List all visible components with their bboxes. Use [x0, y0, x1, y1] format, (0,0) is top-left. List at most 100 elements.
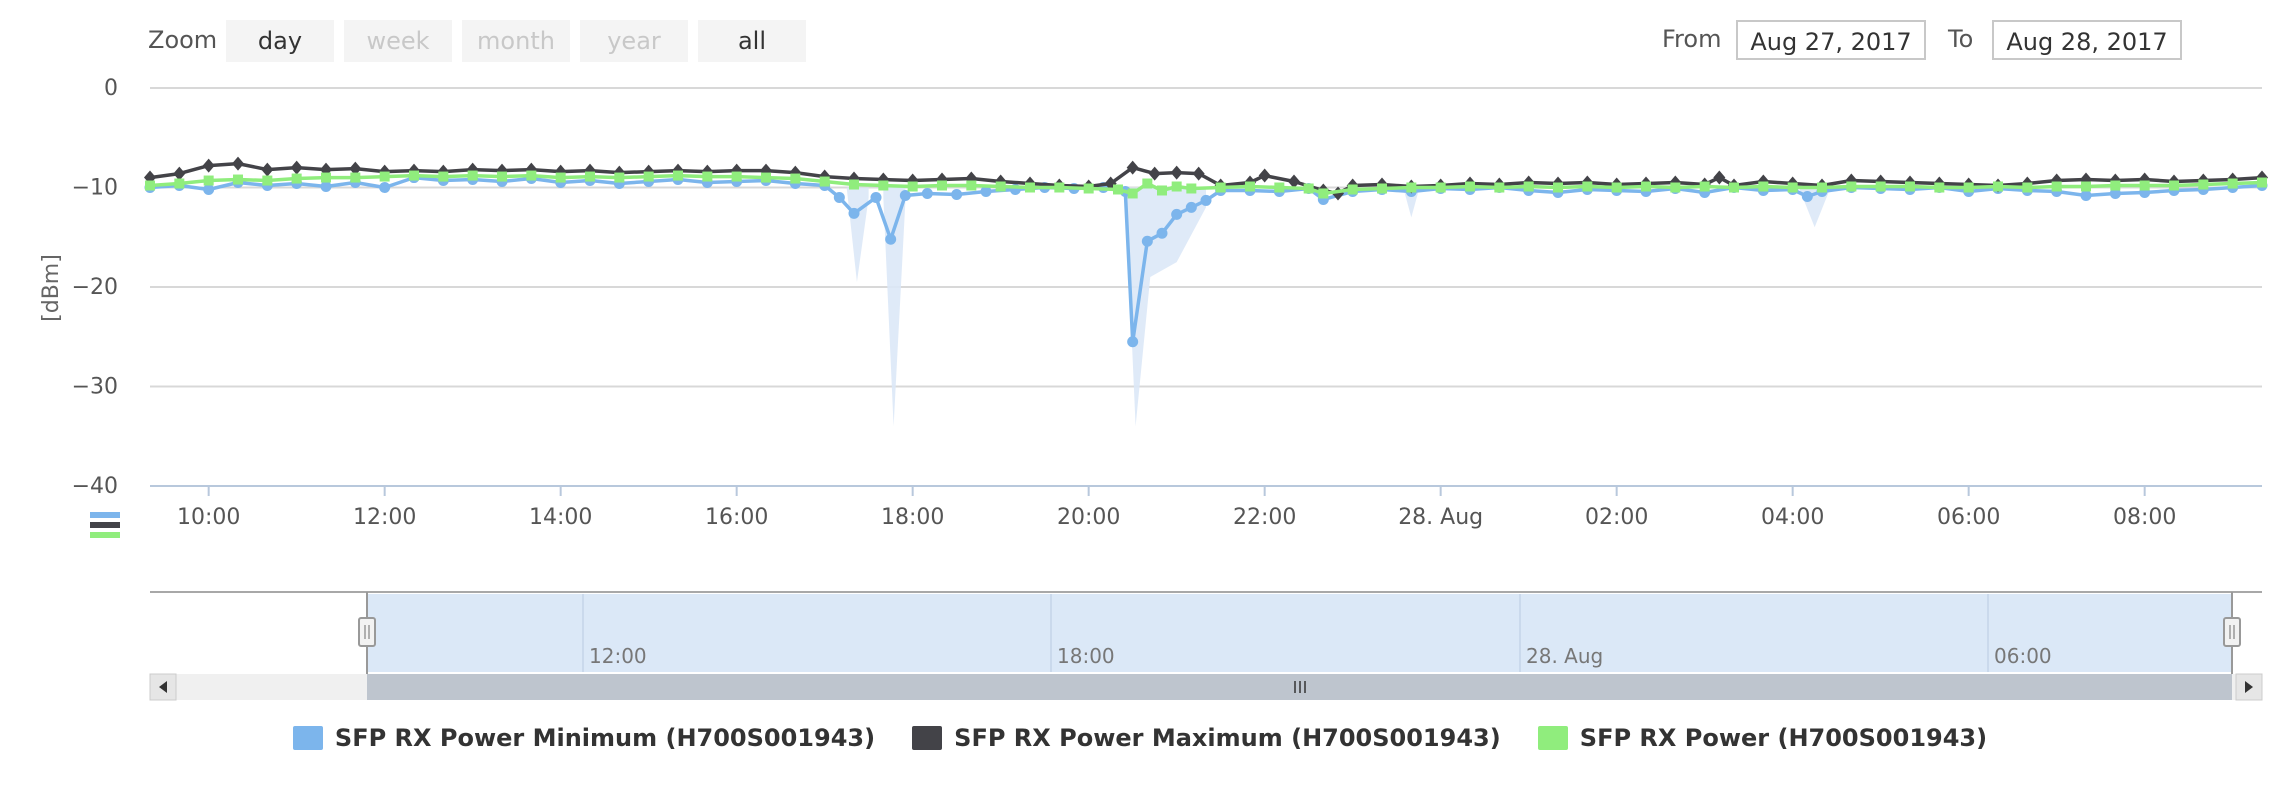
- data-point-max: [1713, 170, 1726, 185]
- data-point-max: [349, 161, 362, 176]
- navigator-tick-label: 06:00: [1994, 644, 2052, 668]
- data-point-min: [1171, 208, 1183, 220]
- legend-swatch-min: [292, 726, 323, 750]
- data-point-power: [2169, 180, 2179, 191]
- zoom-day-button[interactable]: day: [226, 20, 334, 62]
- data-point-power: [1553, 182, 1563, 193]
- data-point-min: [379, 182, 391, 193]
- min-envelope-spike: [846, 187, 869, 283]
- data-point-max: [290, 160, 303, 175]
- legend-item-min[interactable]: SFP RX Power Minimum (H700S001943): [292, 724, 875, 752]
- data-point-power: [1758, 181, 1769, 192]
- data-point-power: [761, 172, 771, 183]
- data-point-max: [1288, 174, 1300, 189]
- navigator-tick-label: 12:00: [589, 644, 647, 668]
- series-line-power: [149, 173, 2263, 196]
- data-point-power: [1127, 188, 1138, 199]
- mini-swatch-min: [90, 512, 120, 518]
- x-tick-label: 06:00: [1937, 505, 2000, 530]
- data-point-power: [2051, 181, 2062, 192]
- data-point-power: [1846, 181, 1857, 192]
- y-axis: 0 −10 −20 −30 −40: [72, 76, 118, 499]
- y-axis-title: [dBm]: [39, 254, 64, 322]
- navigator-tick-label: 28. Aug: [1526, 644, 1603, 668]
- data-point-power: [145, 180, 155, 191]
- to-date-input[interactable]: Aug 28, 2017: [1992, 20, 2182, 60]
- data-point-power: [291, 173, 302, 184]
- data-point-power: [1729, 182, 1739, 193]
- data-point-min: [1127, 336, 1139, 348]
- grid: [150, 87, 2262, 487]
- data-point-power: [379, 171, 390, 182]
- data-point-power: [233, 174, 243, 185]
- data-point-power: [1245, 181, 1255, 192]
- data-point-power: [1215, 182, 1226, 193]
- navigator-right-handle[interactable]: [2223, 617, 2241, 647]
- legend-label-max: SFP RX Power Maximum (H700S001943): [954, 724, 1501, 752]
- data-point-power: [438, 171, 449, 182]
- y-tick-label: −30: [72, 375, 118, 400]
- data-point-power: [995, 181, 1006, 192]
- data-point-power: [321, 172, 331, 183]
- data-point-power: [2257, 177, 2267, 188]
- x-tick-label: 28. Aug: [1398, 505, 1483, 530]
- data-point-power: [1054, 182, 1065, 193]
- data-point-power: [1157, 185, 1167, 196]
- x-tick-label: 20:00: [1057, 505, 1120, 530]
- zoom-label: Zoom: [148, 26, 218, 54]
- zoom-all-button[interactable]: all: [698, 20, 806, 62]
- x-tick-label: 12:00: [353, 505, 416, 530]
- zoom-year-button[interactable]: year: [580, 20, 688, 62]
- data-point-power: [1523, 181, 1534, 192]
- data-point-power: [1406, 182, 1417, 193]
- data-point-max: [1126, 160, 1139, 175]
- data-point-min: [848, 207, 860, 219]
- data-point-power: [1817, 182, 1827, 193]
- zoom-month-button[interactable]: month: [462, 20, 570, 62]
- data-point-power: [1905, 181, 1915, 192]
- data-point-power: [643, 171, 654, 182]
- data-point-power: [1377, 183, 1387, 194]
- y-tick-label: −40: [72, 474, 118, 499]
- x-axis: 10:00 12:00 14:00 16:00 18:00 20:00 22:00 28. A…: [177, 486, 2176, 530]
- legend-item-max[interactable]: SFP RX Power Maximum (H700S001943): [912, 724, 1501, 752]
- data-point-power: [1274, 182, 1285, 193]
- y-tick-label: 0: [104, 76, 118, 101]
- data-point-min: [1156, 227, 1168, 239]
- y-tick-label: −10: [72, 176, 118, 201]
- data-point-max: [1170, 165, 1183, 180]
- data-point-power: [1186, 183, 1197, 194]
- data-point-max: [1148, 166, 1161, 181]
- data-point-power: [526, 170, 537, 181]
- data-point-power: [203, 175, 214, 186]
- data-point-min: [1141, 235, 1153, 247]
- navigator: 12:00 18:00 28. Aug 06:00: [149, 591, 2263, 701]
- data-point-power: [2081, 181, 2091, 192]
- data-point-power: [262, 175, 273, 186]
- legend-swatch-max: [912, 726, 943, 750]
- min-envelope-spike: [883, 187, 906, 427]
- data-point-power: [2110, 180, 2121, 191]
- data-point-power: [1494, 182, 1505, 193]
- legend-item-power[interactable]: SFP RX Power (H700S001943): [1537, 724, 1987, 752]
- data-point-power: [1435, 182, 1446, 193]
- data-point-power: [1083, 183, 1094, 194]
- x-tick-label: 14:00: [529, 505, 592, 530]
- data-point-power: [1641, 181, 1651, 192]
- from-date-input[interactable]: Aug 27, 2017: [1736, 20, 1926, 60]
- data-point-power: [409, 170, 419, 181]
- data-point-power: [1875, 181, 1886, 192]
- data-point-power: [1465, 181, 1475, 192]
- navigator-left-handle[interactable]: [358, 617, 376, 647]
- to-label: To: [1948, 25, 1974, 53]
- data-point-power: [614, 172, 625, 183]
- data-point-power: [790, 173, 801, 184]
- data-point-max: [202, 158, 215, 173]
- data-point-power: [2139, 180, 2150, 191]
- data-point-power: [1963, 182, 1974, 193]
- series-layer: [144, 156, 2268, 348]
- data-point-power: [497, 171, 507, 182]
- x-tick-label: 16:00: [705, 505, 768, 530]
- zoom-week-button[interactable]: week: [344, 20, 452, 62]
- data-point-min: [951, 188, 963, 200]
